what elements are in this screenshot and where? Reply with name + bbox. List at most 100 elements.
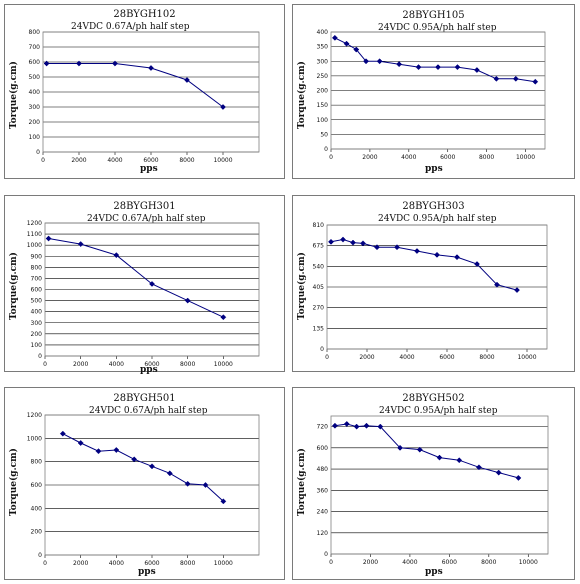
x-tick-label: 4000 [109,361,124,368]
data-point [184,297,191,304]
plot-frame [326,224,548,350]
y-tick-label: 50 [320,131,328,138]
x-tick-label: 2000 [73,560,88,567]
y-tick-label: 400 [31,309,43,316]
data-point [436,454,443,461]
x-tick-label: 10000 [516,154,535,161]
y-tick-label: 480 [317,466,329,473]
data-point [434,251,440,258]
data-point [220,498,227,505]
data-point [220,314,227,321]
y-tick-label: 810 [313,222,325,229]
data-point [184,480,191,487]
x-tick-label: 2000 [363,559,378,566]
y-tick-label: 1200 [27,412,42,419]
data-point [476,464,482,471]
data-point [415,64,422,71]
data-point [113,252,120,259]
data-point [131,456,138,463]
x-tick-label: 10000 [517,354,536,361]
x-axis-label: pps [140,365,158,375]
data-point [331,34,338,41]
data-point [77,241,84,248]
y-tick-label: 800 [31,459,43,466]
y-tick-label: 500 [31,298,43,305]
y-tick-label: 600 [29,59,41,66]
data-point [456,457,463,464]
y-tick-label: 360 [317,487,329,494]
plot-frame [42,31,260,153]
y-tick-label: 135 [313,325,325,332]
data-point [494,281,500,288]
x-tick-label: 0 [43,361,47,368]
y-tick-label: 300 [317,58,329,65]
y-tick-label: 900 [31,253,43,260]
data-point [374,244,380,251]
y-tick-label: 200 [31,331,43,338]
y-tick-label: 350 [317,44,329,51]
data-point [149,281,155,287]
data-point [414,248,420,254]
y-tick-label: 700 [29,44,41,51]
data-point [184,77,190,83]
x-tick-label: 6000 [440,154,455,161]
chart-subtitle: 24VDC 0.95A/ph half step [378,23,497,33]
x-tick-label: 8000 [180,361,195,368]
data-point [43,60,50,67]
x-tick-label: 0 [325,354,329,361]
y-tick-label: 0 [320,346,324,353]
data-point [77,440,84,446]
x-tick-label: 6000 [442,559,457,566]
data-point [377,423,384,430]
y-tick-label: 150 [317,102,329,109]
data-point [396,61,403,68]
x-tick-label: 2000 [362,154,377,161]
data-point [112,60,118,67]
y-tick-label: 1100 [27,231,42,238]
y-tick-label: 400 [31,505,43,512]
y-tick-label: 100 [31,342,43,349]
y-tick-label: 540 [313,263,325,270]
x-tick-label: 0 [41,157,45,164]
data-point [376,58,383,65]
series-line [62,433,224,502]
data-point [397,444,403,451]
data-point [202,482,209,488]
y-tick-label: 300 [31,320,43,327]
chart-panel-28bygh502: 28BYGH502 24VDC 0.95A/ph half step Torqu… [292,387,575,580]
y-tick-label: 800 [29,29,41,36]
x-tick-label: 2000 [73,361,88,368]
x-tick-label: 10000 [214,560,233,567]
data-point [416,446,423,453]
x-tick-label: 10000 [213,157,232,164]
plot-frame [330,415,549,555]
x-axis-label: pps [425,567,443,577]
x-tick-label: 0 [329,559,333,566]
data-point [343,40,350,47]
data-point [360,240,366,247]
plot-area: 0 135 270 405 540 675 810 0 2000 4000 6000 8000 1000… [313,222,548,361]
data-point [495,469,502,476]
y-tick-label: 400 [317,29,329,36]
x-tick-label: 4000 [107,157,122,164]
series-line [46,63,224,108]
chart-title: 28BYGH303 [402,201,465,212]
y-tick-label: 100 [317,117,329,124]
chart-panel-28bygh102: 28BYGH102 24VDC 0.67A/ph half step Torqu… [4,4,285,179]
chart-subtitle: 24VDC 0.95A/ph half step [379,406,498,416]
x-tick-label: 10000 [214,361,233,368]
data-point [353,46,360,53]
x-tick-label: 8000 [479,354,494,361]
chart-title: 28BYGH105 [402,10,465,21]
x-tick-label: 6000 [144,361,159,368]
x-tick-label: 0 [43,560,47,567]
x-tick-label: 2000 [71,157,86,164]
data-point [394,244,400,251]
data-point [166,470,173,477]
data-point [474,261,480,267]
y-tick-label: 240 [317,509,329,516]
data-point [45,235,52,242]
data-point [331,422,338,429]
plot-area: 0 200 400 600 800 1000 1200 0 2000 4000 6000 8000 10… [27,412,260,567]
data-point [76,60,82,67]
